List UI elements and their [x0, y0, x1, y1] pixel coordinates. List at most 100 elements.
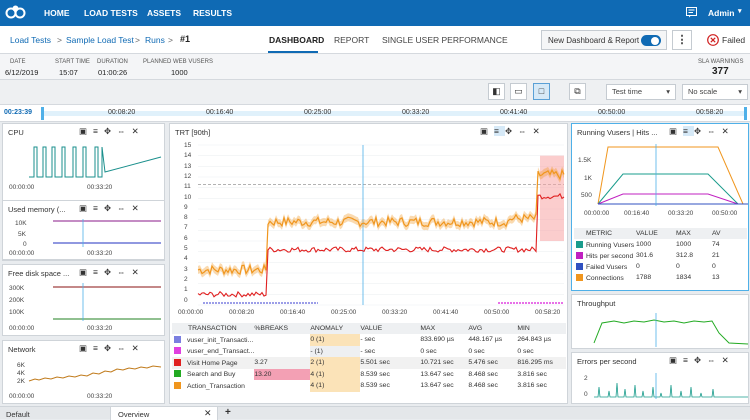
layout-bottom-icon[interactable]: ▭ [510, 83, 527, 100]
column-header[interactable]: MAX [420, 325, 436, 332]
bars-icon[interactable]: ≡ [93, 267, 104, 277]
table-row[interactable]: Action_Transaction 4 (1) 8.539 sec 13.647 s… [172, 380, 566, 392]
table-row[interactable]: vuser_end_Transact... - (1) - sec 0 sec 0 se… [172, 345, 566, 357]
image-icon[interactable]: ▣ [669, 355, 684, 365]
tab-single-user-performance[interactable]: SINGLE USER PERFORMANCE [382, 35, 508, 45]
image-icon[interactable]: ▣ [79, 343, 94, 353]
layout-split-icon[interactable]: ◧ [488, 83, 505, 100]
tab-report[interactable]: REPORT [334, 35, 370, 45]
column-header[interactable]: MIN [517, 325, 530, 332]
move-icon[interactable]: ✥ [104, 126, 118, 136]
move-icon[interactable]: ✥ [694, 355, 708, 365]
layout-full-icon[interactable]: □ [533, 83, 550, 100]
move-icon[interactable]: ✥ [104, 203, 118, 213]
table-row[interactable]: Visit Home Page 3.27 2 (1) 5.501 sec 10.721 … [172, 357, 566, 369]
move-icon[interactable]: ✥ [505, 126, 519, 136]
column-header[interactable]: METRIC [586, 230, 613, 237]
table-row[interactable]: Search and Buy 13.20 4 (1) 8.539 sec 13.647 … [172, 368, 566, 380]
resize-icon[interactable]: ⇔ [707, 126, 722, 136]
close-icon[interactable]: ✕ [204, 408, 212, 418]
close-icon[interactable]: ✕ [721, 126, 735, 136]
timeline-handle-left[interactable] [41, 107, 44, 120]
close-icon[interactable]: ✕ [131, 343, 145, 353]
close-icon[interactable]: ✕ [721, 355, 735, 365]
time-select[interactable]: Test time ▾ [606, 84, 676, 100]
resize-icon[interactable]: ⇔ [117, 267, 132, 277]
more-options-icon[interactable]: ⋮ [672, 30, 692, 50]
image-icon[interactable]: ▣ [480, 126, 495, 136]
bars-icon[interactable]: ≡ [93, 203, 104, 213]
close-icon[interactable]: ✕ [131, 126, 145, 136]
tab-overview[interactable]: Overview ✕ [110, 407, 218, 420]
transaction-name: Visit Home Page [187, 359, 238, 367]
toggle-switch[interactable] [641, 35, 661, 46]
timeline-handle-right[interactable] [744, 107, 747, 120]
timeline-tick: 00:58:20 [696, 109, 724, 116]
new-dashboard-toggle[interactable]: New Dashboard & Report [541, 30, 667, 50]
column-header[interactable]: AV [712, 230, 721, 237]
value-cell: 301.6 [636, 252, 654, 259]
table-row[interactable]: Failed Vusers 0 0 0 [574, 261, 747, 272]
breadcrumb-load-tests[interactable]: Load Tests [10, 35, 51, 45]
x-tick: 00:00:00 [9, 250, 35, 257]
close-icon[interactable]: ✕ [131, 267, 145, 277]
move-icon[interactable]: ✥ [104, 267, 118, 277]
bars-icon[interactable]: ≡ [683, 126, 694, 136]
nav-assets[interactable]: ASSETS [147, 8, 182, 18]
tab-dashboard[interactable]: DASHBOARD [269, 35, 325, 45]
image-icon[interactable]: ▣ [669, 126, 684, 136]
y-tick: 1K [584, 175, 592, 182]
x-tick: 00:16:40 [624, 210, 650, 217]
memory-chart [53, 219, 161, 247]
table-row[interactable]: Hits per second 301.6 312.8 21 [574, 250, 747, 261]
breadcrumb-runs[interactable]: Runs [145, 35, 165, 45]
column-header[interactable]: VALUE [360, 325, 383, 332]
resize-icon[interactable]: ⇔ [117, 126, 132, 136]
duration-value: 01:00:26 [98, 68, 128, 77]
move-icon[interactable]: ✥ [694, 126, 708, 136]
image-icon[interactable]: ▣ [79, 267, 94, 277]
column-header[interactable]: AVG [468, 325, 483, 332]
column-header[interactable]: VALUE [636, 230, 658, 237]
column-header[interactable]: MAX [676, 230, 691, 237]
series-color-swatch [174, 335, 181, 343]
close-icon[interactable]: ✕ [131, 203, 145, 213]
nav-home[interactable]: HOME [44, 8, 70, 18]
metric-cell: Failed Vusers [574, 261, 636, 272]
column-header[interactable]: TRANSACTION [188, 325, 237, 332]
nav-results[interactable]: RESULTS [193, 8, 233, 18]
breadcrumb-sample-load-test[interactable]: Sample Load Test [66, 35, 134, 45]
user-menu[interactable]: Admin [708, 8, 735, 18]
table-row[interactable]: Running Vusers 1000 1000 74 [574, 239, 747, 250]
value-cell: 1788 [636, 274, 652, 281]
tab-default[interactable]: Default [6, 410, 30, 419]
status-badge: Failed [722, 35, 746, 45]
chat-icon[interactable] [686, 7, 697, 18]
table-row[interactable]: vuser_init_Transacti... 0 (1) - sec 833.690… [172, 334, 566, 346]
column-header[interactable]: ANOMALY [310, 325, 344, 332]
resize-icon[interactable]: ⇔ [707, 355, 722, 365]
bars-icon[interactable]: ≡ [494, 126, 505, 136]
timeline-slider[interactable]: 00:23:39 00:08:20 00:16:40 00:25:00 00:3… [0, 104, 750, 122]
scale-select[interactable]: No scale ▾ [682, 84, 748, 100]
bars-icon[interactable]: ≡ [93, 343, 104, 353]
nav-load-tests[interactable]: LOAD TESTS [84, 8, 138, 18]
panel-title: Throughput [577, 299, 616, 308]
add-tab-icon[interactable]: + [225, 407, 231, 418]
y-tick: 100K [9, 309, 25, 316]
resize-icon[interactable]: ⇔ [518, 126, 533, 136]
resize-icon[interactable]: ⇔ [117, 203, 132, 213]
move-icon[interactable]: ✥ [104, 343, 118, 353]
image-icon[interactable]: ▣ [79, 126, 94, 136]
chevron-down-icon[interactable]: ▾ [738, 8, 742, 15]
close-icon[interactable]: ✕ [532, 126, 546, 136]
image-icon[interactable]: ▣ [79, 203, 94, 213]
bars-icon[interactable]: ≡ [683, 355, 694, 365]
table-row[interactable]: Connections 1788 1834 13 [574, 272, 747, 283]
panel-title: CPU [8, 128, 24, 137]
x-tick: 00:33:20 [87, 250, 113, 257]
resize-icon[interactable]: ⇔ [117, 343, 132, 353]
bars-icon[interactable]: ≡ [93, 126, 104, 136]
export-icon[interactable]: ⧉ [569, 83, 586, 100]
column-header[interactable]: %BREAKS [254, 325, 288, 332]
